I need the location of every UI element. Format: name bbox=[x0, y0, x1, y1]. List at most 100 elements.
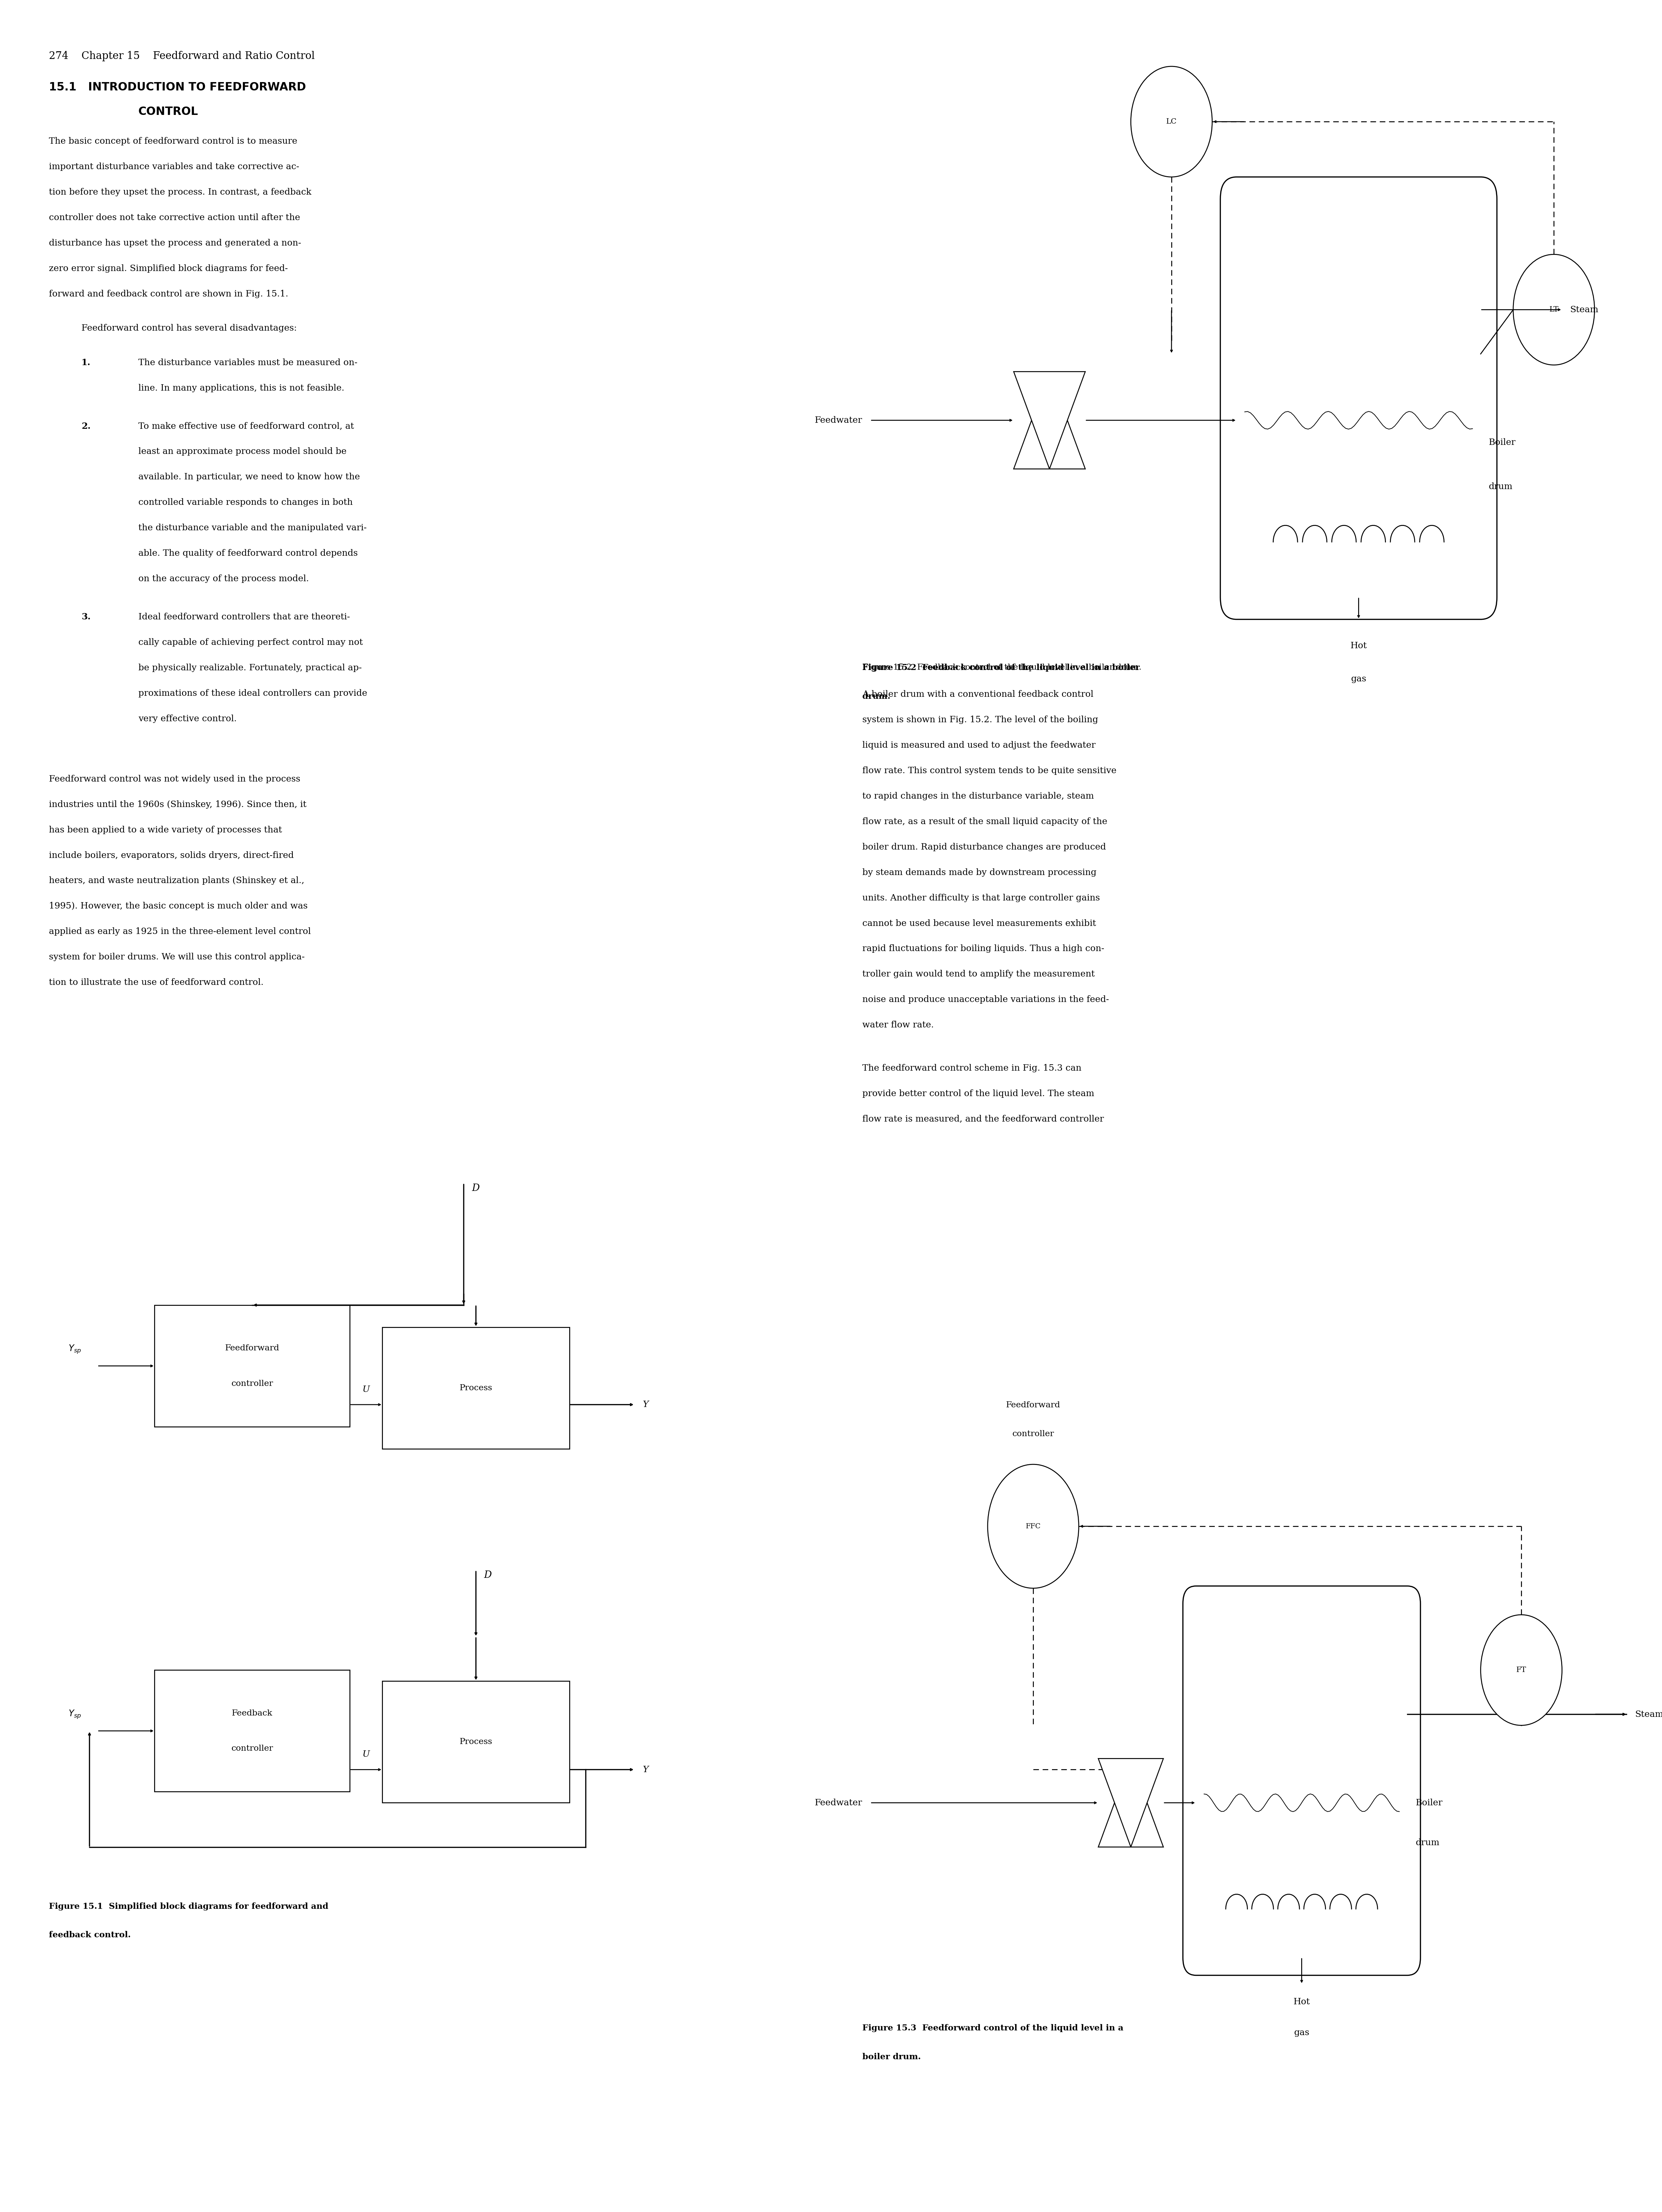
Text: on the accuracy of the process model.: on the accuracy of the process model. bbox=[138, 575, 309, 584]
Text: the disturbance variable and the manipulated vari-: the disturbance variable and the manipul… bbox=[138, 524, 367, 533]
Text: D: D bbox=[472, 1183, 480, 1192]
Text: 1995). However, the basic concept is much older and was: 1995). However, the basic concept is muc… bbox=[48, 902, 307, 911]
Circle shape bbox=[1130, 66, 1212, 177]
Text: proximations of these ideal controllers can provide: proximations of these ideal controllers … bbox=[138, 690, 367, 697]
Text: Figure 15.2  Feedback control of the liquid level in a boiler: Figure 15.2 Feedback control of the liqu… bbox=[863, 664, 1140, 672]
Text: drum.: drum. bbox=[863, 692, 891, 701]
FancyBboxPatch shape bbox=[382, 1681, 570, 1803]
Text: controller: controller bbox=[231, 1745, 273, 1752]
Text: Feedforward control has several disadvantages:: Feedforward control has several disadvan… bbox=[81, 325, 297, 332]
Text: 274    Chapter 15    Feedforward and Ratio Control: 274 Chapter 15 Feedforward and Ratio Con… bbox=[48, 51, 314, 62]
Text: noise and produce unacceptable variations in the feed-: noise and produce unacceptable variation… bbox=[863, 995, 1109, 1004]
Text: Figure 15.3  Feedforward control of the liquid level in a: Figure 15.3 Feedforward control of the l… bbox=[863, 2024, 1124, 2033]
Text: Process: Process bbox=[459, 1739, 492, 1745]
Text: LC: LC bbox=[1167, 117, 1177, 126]
Text: rapid fluctuations for boiling liquids. Thus a high con-: rapid fluctuations for boiling liquids. … bbox=[863, 945, 1104, 953]
Text: disturbance has upset the process and generated a non-: disturbance has upset the process and ge… bbox=[48, 239, 301, 248]
Text: 1.: 1. bbox=[81, 358, 90, 367]
Text: water flow rate.: water flow rate. bbox=[863, 1022, 934, 1029]
Text: cannot be used because level measurements exhibit: cannot be used because level measurement… bbox=[863, 920, 1097, 927]
Text: provide better control of the liquid level. The steam: provide better control of the liquid lev… bbox=[863, 1091, 1094, 1097]
Text: Process: Process bbox=[459, 1385, 492, 1391]
Text: flow rate, as a result of the small liquid capacity of the: flow rate, as a result of the small liqu… bbox=[863, 818, 1107, 825]
Text: applied as early as 1925 in the three-element level control: applied as early as 1925 in the three-el… bbox=[48, 927, 311, 936]
Text: 3.: 3. bbox=[81, 613, 90, 622]
Text: A boiler drum with a conventional feedback control: A boiler drum with a conventional feedba… bbox=[863, 690, 1094, 699]
Text: The feedforward control scheme in Fig. 15.3 can: The feedforward control scheme in Fig. 1… bbox=[863, 1064, 1082, 1073]
Polygon shape bbox=[1014, 372, 1085, 469]
Text: CONTROL: CONTROL bbox=[138, 106, 198, 117]
FancyBboxPatch shape bbox=[1183, 1586, 1421, 1975]
Text: Hot: Hot bbox=[1350, 641, 1366, 650]
Text: The basic concept of feedforward control is to measure: The basic concept of feedforward control… bbox=[48, 137, 297, 146]
Circle shape bbox=[987, 1464, 1079, 1588]
Text: To make effective use of feedforward control, at: To make effective use of feedforward con… bbox=[138, 422, 354, 431]
Text: troller gain would tend to amplify the measurement: troller gain would tend to amplify the m… bbox=[863, 971, 1095, 978]
Text: cally capable of achieving perfect control may not: cally capable of achieving perfect contr… bbox=[138, 637, 362, 646]
Text: drum: drum bbox=[1416, 1838, 1439, 1847]
Text: boiler drum. Rapid disturbance changes are produced: boiler drum. Rapid disturbance changes a… bbox=[863, 843, 1105, 852]
Text: be physically realizable. Fortunately, practical ap-: be physically realizable. Fortunately, p… bbox=[138, 664, 362, 672]
Text: Boiler: Boiler bbox=[1489, 438, 1516, 447]
Text: U: U bbox=[362, 1385, 371, 1394]
Text: Feedwater: Feedwater bbox=[814, 416, 863, 425]
Text: Figure 15.2  Feedback control of the liquid level in a boiler drum.: Figure 15.2 Feedback control of the liqu… bbox=[863, 664, 1142, 670]
FancyBboxPatch shape bbox=[1220, 177, 1497, 619]
Text: controller does not take corrective action until after the: controller does not take corrective acti… bbox=[48, 215, 301, 221]
Text: D: D bbox=[484, 1571, 492, 1579]
Text: Y: Y bbox=[643, 1765, 648, 1774]
Text: Feedforward control was not widely used in the process: Feedforward control was not widely used … bbox=[48, 774, 301, 783]
Text: zero error signal. Simplified block diagrams for feed-: zero error signal. Simplified block diag… bbox=[48, 265, 288, 272]
Text: Figure 15.1  Simplified block diagrams for feedforward and: Figure 15.1 Simplified block diagrams fo… bbox=[48, 1902, 329, 1911]
Text: controller: controller bbox=[1012, 1431, 1054, 1438]
Text: units. Another difficulty is that large controller gains: units. Another difficulty is that large … bbox=[863, 894, 1100, 902]
Text: by steam demands made by downstream processing: by steam demands made by downstream proc… bbox=[863, 869, 1097, 876]
Circle shape bbox=[1512, 254, 1594, 365]
Text: The disturbance variables must be measured on-: The disturbance variables must be measur… bbox=[138, 358, 357, 367]
Text: $Y_{sp}$: $Y_{sp}$ bbox=[68, 1345, 81, 1354]
Text: 2.: 2. bbox=[81, 422, 90, 431]
Polygon shape bbox=[1099, 1759, 1163, 1847]
Text: able. The quality of feedforward control depends: able. The quality of feedforward control… bbox=[138, 549, 357, 557]
Circle shape bbox=[1481, 1615, 1562, 1725]
Text: feedback control.: feedback control. bbox=[48, 1931, 131, 1940]
Text: industries until the 1960s (Shinskey, 1996). Since then, it: industries until the 1960s (Shinskey, 19… bbox=[48, 801, 306, 810]
Text: $Y_{sp}$: $Y_{sp}$ bbox=[68, 1710, 81, 1721]
Text: FFC: FFC bbox=[1025, 1524, 1040, 1528]
Text: line. In many applications, this is not feasible.: line. In many applications, this is not … bbox=[138, 385, 344, 392]
Text: tion before they upset the process. In contrast, a feedback: tion before they upset the process. In c… bbox=[48, 188, 311, 197]
FancyBboxPatch shape bbox=[155, 1305, 349, 1427]
Text: has been applied to a wide variety of processes that: has been applied to a wide variety of pr… bbox=[48, 825, 283, 834]
Text: system for boiler drums. We will use this control applica-: system for boiler drums. We will use thi… bbox=[48, 953, 304, 962]
Text: flow rate is measured, and the feedforward controller: flow rate is measured, and the feedforwa… bbox=[863, 1115, 1104, 1124]
Text: Steam: Steam bbox=[1635, 1710, 1662, 1719]
Text: Feedwater: Feedwater bbox=[814, 1798, 863, 1807]
Text: Y: Y bbox=[643, 1400, 648, 1409]
Text: system is shown in Fig. 15.2. The level of the boiling: system is shown in Fig. 15.2. The level … bbox=[863, 717, 1099, 723]
Text: flow rate. This control system tends to be quite sensitive: flow rate. This control system tends to … bbox=[863, 768, 1117, 774]
Polygon shape bbox=[1014, 372, 1085, 469]
Text: Boiler: Boiler bbox=[1416, 1798, 1443, 1807]
Text: forward and feedback control are shown in Fig. 15.1.: forward and feedback control are shown i… bbox=[48, 290, 288, 299]
Text: liquid is measured and used to adjust the feedwater: liquid is measured and used to adjust th… bbox=[863, 741, 1095, 750]
Text: boiler drum.: boiler drum. bbox=[863, 2053, 921, 2062]
Text: Steam: Steam bbox=[1571, 305, 1599, 314]
Text: U: U bbox=[362, 1750, 371, 1759]
Text: to rapid changes in the disturbance variable, steam: to rapid changes in the disturbance vari… bbox=[863, 792, 1094, 801]
FancyBboxPatch shape bbox=[155, 1670, 349, 1792]
Text: 15.1   INTRODUCTION TO FEEDFORWARD: 15.1 INTRODUCTION TO FEEDFORWARD bbox=[48, 82, 306, 93]
Text: controller: controller bbox=[231, 1380, 273, 1387]
Text: least an approximate process model should be: least an approximate process model shoul… bbox=[138, 447, 346, 456]
Text: drum: drum bbox=[1489, 482, 1512, 491]
Text: tion to illustrate the use of feedforward control.: tion to illustrate the use of feedforwar… bbox=[48, 978, 264, 987]
Text: gas: gas bbox=[1351, 675, 1366, 684]
Text: Ideal feedforward controllers that are theoreti-: Ideal feedforward controllers that are t… bbox=[138, 613, 351, 622]
Polygon shape bbox=[1099, 1759, 1163, 1847]
Text: Feedback: Feedback bbox=[231, 1710, 273, 1717]
Text: gas: gas bbox=[1295, 2028, 1310, 2037]
Text: heaters, and waste neutralization plants (Shinskey et al.,: heaters, and waste neutralization plants… bbox=[48, 876, 304, 885]
Text: LT: LT bbox=[1549, 305, 1559, 314]
Text: Feedforward: Feedforward bbox=[1006, 1402, 1060, 1409]
Text: Feedforward: Feedforward bbox=[224, 1345, 279, 1352]
Text: FT: FT bbox=[1516, 1666, 1526, 1674]
